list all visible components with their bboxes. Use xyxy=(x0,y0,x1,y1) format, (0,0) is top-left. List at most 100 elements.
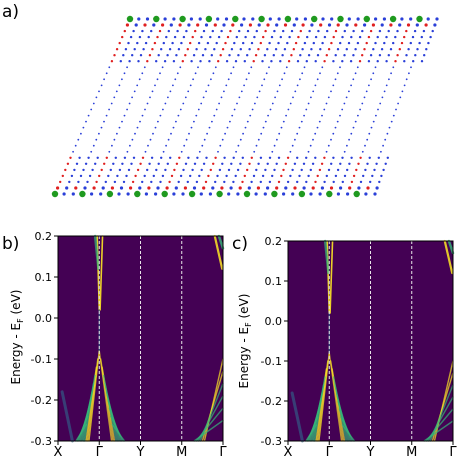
atom xyxy=(155,168,158,172)
atom xyxy=(181,192,185,196)
atom xyxy=(232,66,235,69)
atom xyxy=(353,190,360,198)
atom xyxy=(250,66,253,69)
atom xyxy=(398,48,401,51)
atom xyxy=(218,168,222,172)
atom xyxy=(339,41,342,45)
atom xyxy=(380,23,384,27)
atom xyxy=(138,35,142,39)
atom xyxy=(206,41,210,45)
atom xyxy=(301,72,304,75)
atom xyxy=(248,72,250,75)
atom xyxy=(208,126,211,129)
atom xyxy=(137,60,140,63)
atom xyxy=(283,72,286,75)
atom xyxy=(345,96,348,99)
atom xyxy=(365,41,368,45)
atom xyxy=(95,180,98,184)
atom xyxy=(352,78,355,81)
atom xyxy=(192,186,197,190)
atom xyxy=(250,41,254,45)
atom xyxy=(427,41,430,45)
atom xyxy=(420,60,424,63)
atom xyxy=(118,84,121,87)
atom xyxy=(241,180,244,184)
atom xyxy=(216,174,219,178)
atom xyxy=(383,90,386,93)
atom xyxy=(74,186,78,190)
y-axis-label-b: Energy - EF (eV) xyxy=(9,290,25,385)
atom xyxy=(316,54,320,57)
atom xyxy=(136,84,139,87)
atom xyxy=(149,138,152,141)
atom xyxy=(118,41,121,45)
atom xyxy=(172,126,175,129)
atom xyxy=(266,186,270,190)
atom xyxy=(367,35,371,39)
atom xyxy=(392,41,395,45)
band-feature xyxy=(341,424,356,442)
panel-label-c: c) xyxy=(232,234,248,254)
atom xyxy=(153,15,160,23)
atom xyxy=(330,90,332,93)
atom xyxy=(416,48,419,51)
atom xyxy=(282,29,285,33)
atom xyxy=(286,156,290,159)
atom xyxy=(246,120,249,123)
k-point-label: M xyxy=(176,445,187,459)
atom xyxy=(108,108,110,111)
band-feature xyxy=(443,239,454,275)
atom xyxy=(230,162,233,165)
atom xyxy=(209,35,212,39)
atom xyxy=(397,102,399,105)
atom xyxy=(213,23,217,27)
atom xyxy=(352,174,356,178)
atom xyxy=(164,102,167,105)
atom xyxy=(323,180,326,184)
atom xyxy=(243,190,251,198)
atom xyxy=(374,41,377,45)
atom xyxy=(167,138,170,141)
atom xyxy=(132,29,135,33)
atom xyxy=(143,66,146,69)
atom xyxy=(330,162,333,165)
atom xyxy=(142,48,145,51)
atom xyxy=(389,23,393,27)
y-tick-label: 0.0 xyxy=(265,315,283,328)
atom xyxy=(180,150,183,153)
atom xyxy=(334,174,338,178)
atom xyxy=(243,84,246,87)
atom xyxy=(290,54,293,57)
atom xyxy=(129,144,131,147)
atom xyxy=(374,17,378,21)
atom xyxy=(210,54,213,57)
atom xyxy=(348,186,352,190)
y-tick-label: 0.0 xyxy=(35,312,53,325)
atom xyxy=(185,138,188,141)
atom xyxy=(101,186,105,190)
atom xyxy=(192,54,196,57)
y-tick-label: -0.2 xyxy=(261,395,282,408)
atom xyxy=(251,17,255,21)
atom xyxy=(182,35,186,39)
atom xyxy=(204,48,207,51)
atom xyxy=(156,78,159,81)
atom xyxy=(165,186,169,190)
atom xyxy=(264,168,267,172)
k-point-label: Γ xyxy=(326,445,334,459)
atom xyxy=(104,180,108,184)
atom xyxy=(103,162,106,165)
atom xyxy=(247,186,251,190)
atom xyxy=(238,29,241,33)
atom xyxy=(77,180,80,184)
atom xyxy=(311,186,315,190)
atom xyxy=(288,35,291,39)
atom xyxy=(240,90,243,93)
atom xyxy=(150,156,154,159)
atom xyxy=(238,96,241,99)
atom xyxy=(248,162,251,165)
atom xyxy=(268,41,271,45)
atom xyxy=(179,174,183,178)
atom xyxy=(229,29,232,33)
atom xyxy=(74,144,77,147)
